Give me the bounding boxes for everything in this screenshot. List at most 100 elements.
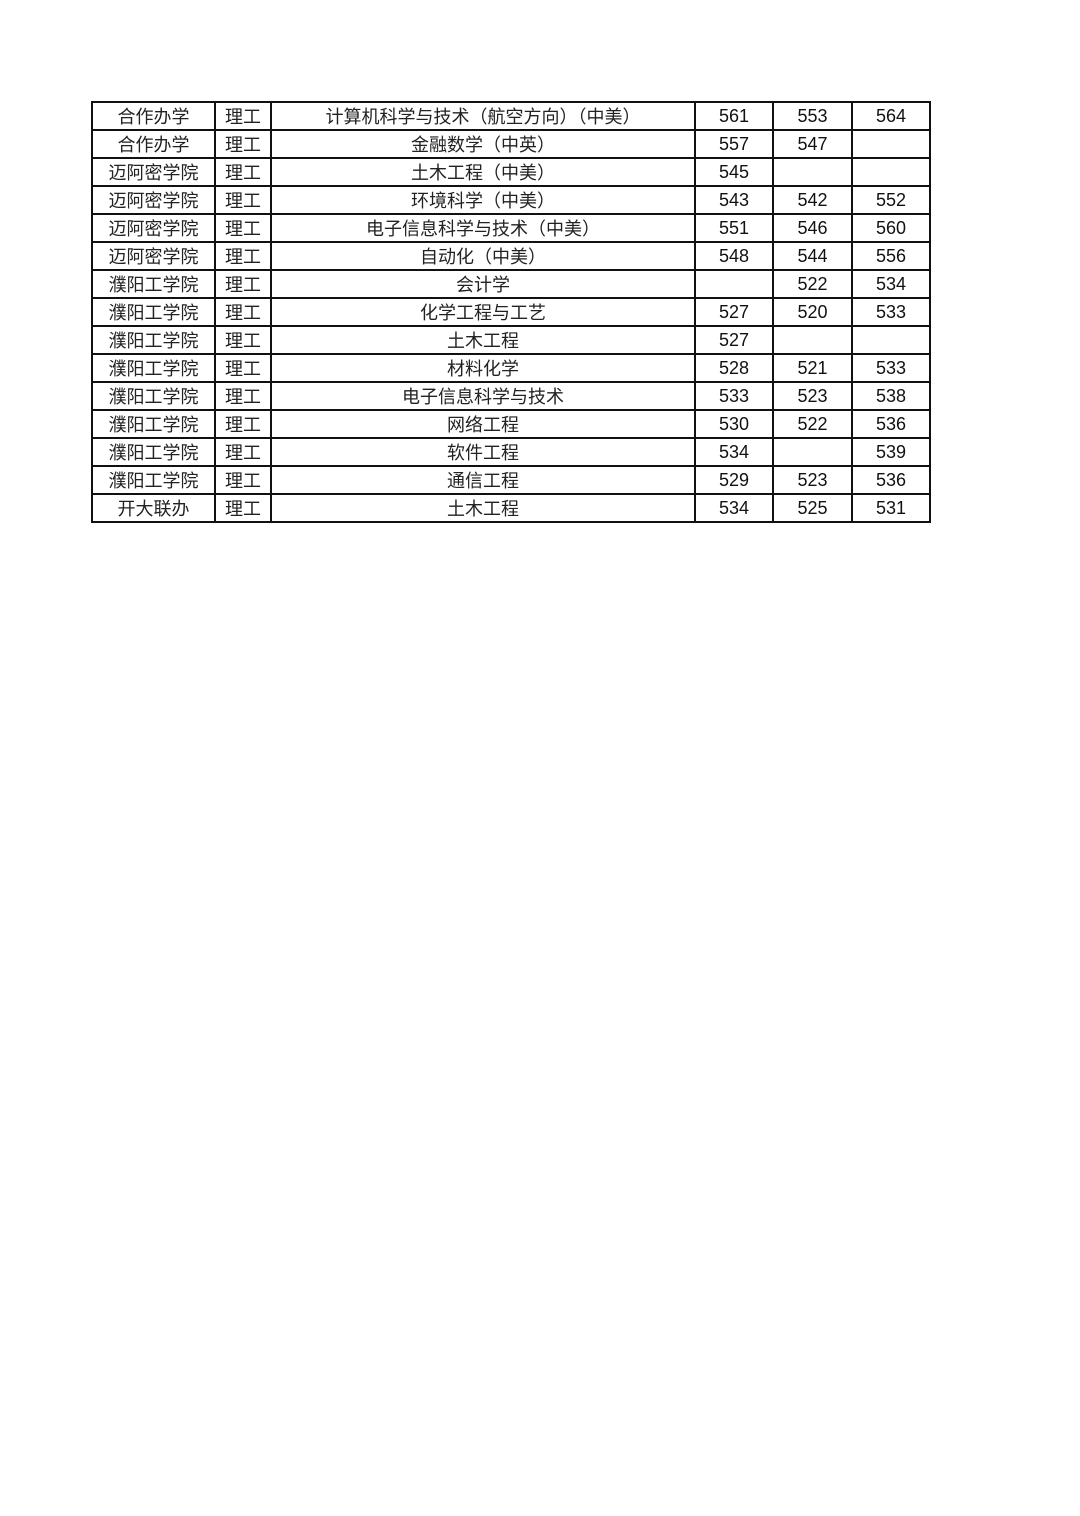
school-cell: 合作办学 [91, 129, 216, 159]
score-2-cell [772, 325, 853, 355]
major-cell: 电子信息科学与技术（中美） [270, 213, 696, 243]
score-2-cell: 525 [772, 493, 853, 523]
school-cell: 濮阳工学院 [91, 297, 216, 327]
score-table: 合作办学 理工 计算机科学与技术（航空方向）（中美） 561 553 564 合作办学 理工金… [91, 101, 931, 523]
category-cell: 理工 [214, 437, 272, 467]
table-row: 迈阿密学院 理工 自动化（中美） 548 544 556 [91, 241, 931, 271]
table-row: 濮阳工学院 理工 材料化学 528 521 533 [91, 353, 931, 383]
table-row: 濮阳工学院 理工 电子信息科学与技术 533 523 538 [91, 381, 931, 411]
score-1-cell: 527 [694, 325, 774, 355]
score-3-cell: 536 [851, 465, 931, 495]
score-3-cell: 536 [851, 409, 931, 439]
score-1-cell: 534 [694, 437, 774, 467]
score-2-cell [772, 157, 853, 187]
major-cell: 软件工程 [270, 437, 696, 467]
score-3-cell: 531 [851, 493, 931, 523]
category-cell: 理工 [214, 185, 272, 215]
score-2-cell: 542 [772, 185, 853, 215]
score-1-cell: 534 [694, 493, 774, 523]
score-3-cell: 556 [851, 241, 931, 271]
major-cell: 通信工程 [270, 465, 696, 495]
table-row: 迈阿密学院 理工 土木工程（中美） 545 [91, 157, 931, 187]
major-cell: 金融数学（中英） [270, 129, 696, 159]
score-3-cell: 560 [851, 213, 931, 243]
score-3-cell: 564 [851, 101, 931, 131]
category-cell: 理工 [214, 409, 272, 439]
score-1-cell: 527 [694, 297, 774, 327]
school-cell: 濮阳工学院 [91, 381, 216, 411]
major-cell: 土木工程（中美） [270, 157, 696, 187]
major-cell: 计算机科学与技术（航空方向）（中美） [270, 101, 696, 131]
score-1-cell: 543 [694, 185, 774, 215]
table-row: 合作办学 理工 计算机科学与技术（航空方向）（中美） 561 553 564 [91, 101, 931, 131]
major-cell: 电子信息科学与技术 [270, 381, 696, 411]
score-1-cell: 528 [694, 353, 774, 383]
table-row: 迈阿密学院 理工 电子信息科学与技术（中美） 551 546 560 [91, 213, 931, 243]
table-row: 濮阳工学院 理工 会计学 522 534 [91, 269, 931, 299]
table-row: 迈阿密学院 理工 环境科学（中美） 543 542 552 [91, 185, 931, 215]
table-row: 合作办学 理工 金融数学（中英） 557 547 [91, 129, 931, 159]
category-cell: 理工 [214, 213, 272, 243]
major-cell: 环境科学（中美） [270, 185, 696, 215]
score-1-cell: 551 [694, 213, 774, 243]
score-1-cell [694, 269, 774, 299]
score-3-cell [851, 157, 931, 187]
major-cell: 网络工程 [270, 409, 696, 439]
school-cell: 迈阿密学院 [91, 241, 216, 271]
score-3-cell [851, 129, 931, 159]
category-cell: 理工 [214, 241, 272, 271]
school-cell: 濮阳工学院 [91, 325, 216, 355]
table-row: 濮阳工学院 理工 土木工程 527 [91, 325, 931, 355]
major-cell: 会计学 [270, 269, 696, 299]
score-2-cell: 546 [772, 213, 853, 243]
category-cell: 理工 [214, 493, 272, 523]
score-2-cell: 553 [772, 101, 853, 131]
school-cell: 迈阿密学院 [91, 213, 216, 243]
score-2-cell: 523 [772, 465, 853, 495]
school-cell: 开大联办 [91, 493, 216, 523]
category-cell: 理工 [214, 101, 272, 131]
major-cell: 化学工程与工艺 [270, 297, 696, 327]
school-cell: 迈阿密学院 [91, 157, 216, 187]
score-2-cell: 523 [772, 381, 853, 411]
table-row: 开大联办 理工 土木工程 534 525 531 [91, 493, 931, 523]
score-table-body: 合作办学 理工 计算机科学与技术（航空方向）（中美） 561 553 564 合作办学 理工金… [91, 101, 931, 523]
score-2-cell: 521 [772, 353, 853, 383]
score-2-cell: 547 [772, 129, 853, 159]
score-1-cell: 545 [694, 157, 774, 187]
score-3-cell: 552 [851, 185, 931, 215]
category-cell: 理工 [214, 381, 272, 411]
table-row: 濮阳工学院 理工 通信工程 529 523 536 [91, 465, 931, 495]
school-cell: 濮阳工学院 [91, 437, 216, 467]
score-2-cell [772, 437, 853, 467]
score-2-cell: 520 [772, 297, 853, 327]
major-cell: 材料化学 [270, 353, 696, 383]
score-3-cell: 539 [851, 437, 931, 467]
school-cell: 濮阳工学院 [91, 409, 216, 439]
category-cell: 理工 [214, 325, 272, 355]
score-1-cell: 561 [694, 101, 774, 131]
category-cell: 理工 [214, 465, 272, 495]
table-row: 濮阳工学院 理工 网络工程 530 522 536 [91, 409, 931, 439]
score-3-cell: 533 [851, 353, 931, 383]
score-1-cell: 529 [694, 465, 774, 495]
major-cell: 土木工程 [270, 493, 696, 523]
category-cell: 理工 [214, 353, 272, 383]
school-cell: 迈阿密学院 [91, 185, 216, 215]
major-cell: 自动化（中美） [270, 241, 696, 271]
score-3-cell: 534 [851, 269, 931, 299]
school-cell: 合作办学 [91, 101, 216, 131]
score-1-cell: 548 [694, 241, 774, 271]
category-cell: 理工 [214, 157, 272, 187]
score-2-cell: 522 [772, 269, 853, 299]
score-2-cell: 544 [772, 241, 853, 271]
score-3-cell [851, 325, 931, 355]
category-cell: 理工 [214, 129, 272, 159]
major-cell: 土木工程 [270, 325, 696, 355]
table-row: 濮阳工学院 理工 化学工程与工艺 527 520 533 [91, 297, 931, 327]
school-cell: 濮阳工学院 [91, 269, 216, 299]
table-row: 濮阳工学院 理工 软件工程 534 539 [91, 437, 931, 467]
score-1-cell: 530 [694, 409, 774, 439]
school-cell: 濮阳工学院 [91, 353, 216, 383]
score-3-cell: 533 [851, 297, 931, 327]
